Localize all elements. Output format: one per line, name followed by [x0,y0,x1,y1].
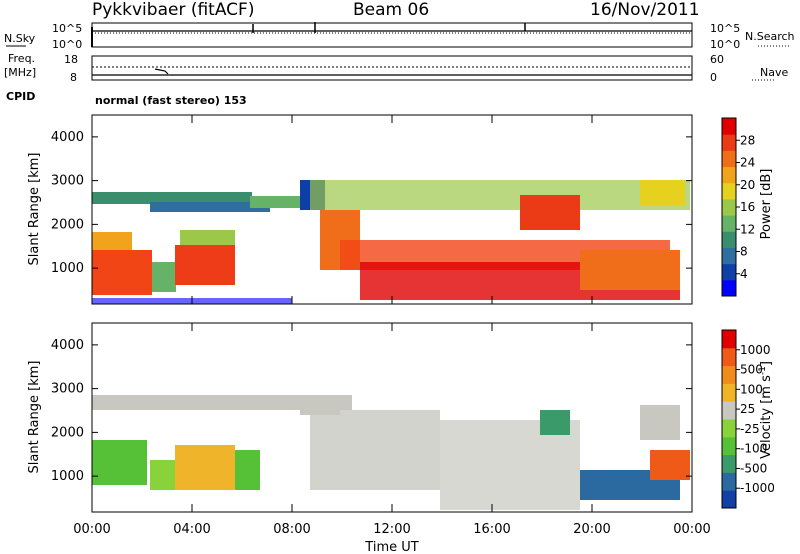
cpid-label: CPID [6,90,36,103]
power-colorbar-segment [722,198,736,216]
time-axis-label: Time UT [364,540,418,554]
velocity-colorbar-label-end: ] [759,361,774,366]
freq-label: Freq. [8,52,36,65]
power-colorbar-segment [722,182,736,200]
freq-panel [91,55,776,81]
power-colorbar-tick-label: 16 [740,200,755,214]
nave-tick-top: 60 [710,53,724,66]
velocity-colorbar-segment [722,347,736,367]
velocity-colorbar-segment [722,365,736,384]
power-colorbar-tick-label: 20 [740,178,755,192]
velocity-colorbar-label-main: Velocity [m s [759,375,774,459]
velocity-colorbar-label: Velocity [m s-1] [758,361,774,459]
power-data [92,180,690,304]
power-colorbar-segment [722,279,736,297]
time-tick-label: 04:00 [173,522,210,537]
velocity-colorbar-tick-label: 100 [740,382,763,396]
velocity-colorbar-frame [721,329,737,509]
nsky-tick-top: 10^5 [52,22,83,35]
velocity-colorbar-tick-label: 1000 [740,343,771,357]
power-colorbar-segment [722,118,736,135]
power-colorbar-segment [722,134,736,151]
time-tick-label: 00:00 [73,522,110,537]
power-colorbar-segment [722,247,736,265]
velocity-colorbar-tick-label: -1000 [740,481,775,495]
power-ytick-label: 3000 [51,174,84,189]
velocity-ytick-label: 4000 [51,338,84,353]
velocity-xticks [91,323,693,512]
freq-unit-label: [MHz] [4,66,37,79]
power-colorbar-segment [722,150,736,168]
power-colorbar-tick-label: 28 [740,133,755,147]
power-ylabel: Slant Range [km] [27,153,42,266]
nsearch-label: N.Search [745,30,795,43]
velocity-colorbar-segment [722,419,736,438]
velocity-colorbar: 1000 500 100 25 -25 -100 -500 -1000 [721,329,775,509]
nsky-label: N.Sky [4,32,36,45]
power-xticks [91,115,693,304]
time-tick-label: 20:00 [573,522,610,537]
station-title: Pykkvibaer (fitACF) [92,0,255,20]
nsearch-tick-top: 10^5 [710,22,741,35]
power-panel: 4000 3000 2000 1000 [51,114,693,305]
cpid-value: normal (fast stereo) 153 [95,94,247,107]
power-colorbar-label: Power [dB] [759,169,774,240]
power-colorbar: 28 24 20 16 12 8 4 [721,117,755,297]
power-colorbar-tick-label: 4 [740,267,748,281]
velocity-yticks: 4000 3000 2000 1000 [51,338,692,484]
time-tick-label: 16:00 [473,522,510,537]
velocity-colorbar-tick-label: -100 [740,442,767,456]
power-colorbar-segment [722,215,736,232]
power-colorbar-tick-label: 12 [740,222,755,236]
date-label: 16/Nov/2011 [590,0,700,20]
velocity-colorbar-label-sup: -1 [758,366,768,375]
freq-tick-top: 18 [64,53,78,66]
nave-tick-bottom: 0 [710,71,717,84]
power-ytick-label: 2000 [51,217,84,232]
velocity-data [92,395,690,510]
velocity-panel: 4000 3000 2000 1000 [51,322,693,513]
power-yticks: 4000 3000 2000 1000 [51,130,692,276]
time-tick-label: 12:00 [373,522,410,537]
nsky-tick-bottom: 10^0 [52,38,83,51]
velocity-colorbar-segment [722,472,736,491]
velocity-ytick-label: 1000 [51,469,84,484]
velocity-ytick-label: 3000 [51,382,84,397]
power-colorbar-segment [722,263,736,281]
power-colorbar-segment [722,166,736,184]
power-ytick-label: 1000 [51,261,84,276]
nsky-panel [6,22,790,48]
velocity-colorbar-tick-label: 25 [740,402,755,416]
velocity-colorbar-segment [722,383,736,402]
velocity-colorbar-tick-label: 500 [740,363,763,377]
velocity-colorbar-segment [722,490,736,509]
time-tick-label: 00:00 [673,522,710,537]
nave-label: Nave [760,66,789,79]
velocity-colorbar-segment [722,330,736,349]
nsearch-tick-bottom: 10^0 [710,38,741,51]
velocity-ylabel: Slant Range [km] [27,361,42,474]
velocity-colorbar-segment [722,401,736,420]
power-colorbar-segment [722,231,736,248]
power-colorbar-tick-label: 8 [740,245,748,259]
velocity-colorbar-segment [722,454,736,473]
velocity-colorbar-tick-label: -500 [740,461,767,475]
beam-label: Beam 06 [353,0,430,20]
velocity-colorbar-segment [722,436,736,456]
freq-tick-bottom: 8 [70,71,77,84]
power-ytick-label: 4000 [51,130,84,145]
velocity-colorbar-tick-label: -25 [740,422,760,436]
time-tick-label: 08:00 [273,522,310,537]
power-colorbar-tick-label: 24 [740,156,755,170]
velocity-ytick-label: 2000 [51,425,84,440]
